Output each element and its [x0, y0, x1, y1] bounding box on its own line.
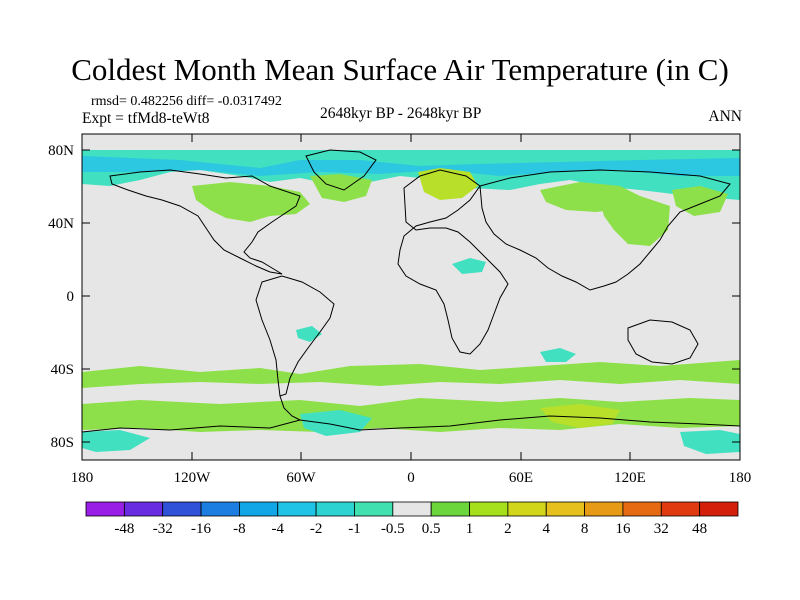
- colorbar-label: 48: [692, 521, 707, 537]
- southern-ocean-warm-band: [82, 360, 740, 388]
- period-label: 2648kyr BP - 2648kyr BP: [320, 105, 482, 122]
- lon-axis: 180 120W 60W 0 60E 120E 180: [71, 134, 752, 486]
- antarctic-warmer-patch: [540, 404, 620, 428]
- anomaly-field: [82, 150, 740, 454]
- colorbar-cell: [315, 501, 355, 517]
- coast-antarctic-peninsula: [279, 395, 301, 421]
- south-atlantic-cool-region: [540, 348, 576, 362]
- season-label: ANN: [708, 108, 742, 125]
- coastlines: [82, 149, 740, 433]
- experiment-label: Expt = tfMd8-teWt8: [82, 110, 210, 127]
- stats-line: rmsd= 0.482256 diff= -0.0317492: [91, 94, 282, 109]
- colorbar-cell: [392, 501, 432, 517]
- colorbar-cell: [277, 501, 317, 517]
- colorbar-label: 32: [654, 521, 669, 537]
- colorbar-label: 8: [581, 521, 589, 537]
- colorbar-cell: [430, 501, 470, 517]
- north-america-warm-region: [192, 182, 310, 222]
- plot-title: Coldest Month Mean Surface Air Temperatu…: [71, 52, 729, 87]
- lon-tick-120w: 120W: [174, 470, 212, 486]
- colorbar-label: 16: [615, 521, 631, 537]
- lat-axis: 80N 40N 0 40S 80S: [48, 143, 740, 451]
- lon-tick-120e: 120E: [614, 470, 646, 486]
- colorbar-cell: [545, 501, 585, 517]
- lon-tick-0: 0: [407, 470, 415, 486]
- coast-north-america: [109, 169, 301, 275]
- colorbar-label: 2: [504, 521, 512, 537]
- lat-tick-40s: 40S: [51, 362, 74, 378]
- coast-asia: [479, 169, 731, 291]
- lon-tick-180e: 180: [729, 470, 752, 486]
- colorbar-cell: [469, 501, 509, 517]
- colorbar-cell: [354, 501, 394, 517]
- lon-tick-60w: 60W: [286, 470, 316, 486]
- colorbar-cell: [239, 501, 279, 517]
- colorbar-cell: [660, 501, 701, 517]
- coast-australia: [627, 319, 699, 365]
- lat-tick-80s: 80S: [51, 435, 74, 451]
- coast-south-america: [255, 275, 335, 397]
- lat-tick-80n: 80N: [48, 143, 74, 159]
- colorbar-cell: [123, 501, 164, 517]
- colorbar-label: 1: [466, 521, 474, 537]
- east-asia-warm-region: [600, 196, 670, 246]
- colorbar-label: 4: [542, 521, 550, 537]
- pacific-warm-region: [672, 186, 728, 216]
- colorbar-label: -16: [191, 521, 211, 537]
- coast-europe-africa: [397, 169, 509, 355]
- colorbar-label: -8: [233, 521, 246, 537]
- colorbar: -48 -32 -16 -8 -4 -2 -1 -0.5 0.5 1 2 4 8 16 32 48: [85, 501, 739, 537]
- ross-cool-region: [82, 430, 150, 452]
- lat-tick-40n: 40N: [48, 216, 74, 232]
- colorbar-cell: [699, 501, 739, 517]
- colorbar-cell: [85, 501, 125, 517]
- east-antarctic-cool-region: [680, 430, 740, 454]
- colorbar-label: -4: [272, 521, 285, 537]
- colorbar-label: -2: [310, 521, 323, 537]
- sahara-cool-region: [452, 258, 486, 274]
- colorbar-cell: [162, 501, 202, 517]
- europe-warm-region: [418, 168, 478, 200]
- colorbar-label: -1: [348, 521, 361, 537]
- colorbar-cell: [200, 501, 240, 517]
- colorbar-label: -0.5: [381, 521, 405, 537]
- colorbar-label: -48: [114, 521, 134, 537]
- colorbar-label: -32: [153, 521, 173, 537]
- coast-antarctica: [82, 415, 740, 433]
- colorbar-cell: [622, 501, 662, 517]
- colorbar-label: 0.5: [422, 521, 441, 537]
- weddell-cool-region: [300, 410, 372, 436]
- lat-tick-0: 0: [67, 289, 75, 305]
- colorbar-cell: [584, 501, 624, 517]
- colorbar-cell: [507, 501, 547, 517]
- lon-tick-60e: 60E: [509, 470, 533, 486]
- coast-greenland: [305, 149, 377, 191]
- lon-tick-180w: 180: [71, 470, 94, 486]
